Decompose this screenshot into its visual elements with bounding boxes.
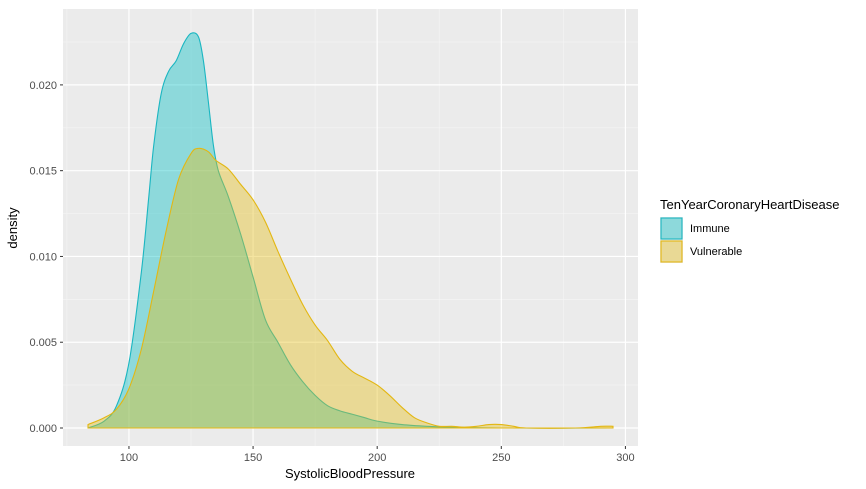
density-area-immune bbox=[88, 32, 613, 429]
y-tick-label: 0.000 bbox=[29, 423, 57, 435]
x-axis-title: SystolicBloodPressure bbox=[285, 466, 415, 481]
legend-title: TenYearCoronaryHeartDisease bbox=[660, 197, 839, 212]
x-tick-label: 100 bbox=[120, 452, 138, 464]
legend-key-bg-immune bbox=[660, 217, 683, 240]
y-axis-title: density bbox=[5, 207, 20, 249]
legend-swatch-immune bbox=[660, 217, 683, 240]
density-outline-vulnerable bbox=[87, 147, 614, 429]
minor-gridlines bbox=[63, 9, 638, 446]
legend-items: Immune Vulnerable bbox=[660, 217, 742, 263]
x-tick-label: 300 bbox=[616, 452, 634, 464]
legend-label-immune: Immune bbox=[690, 223, 730, 235]
y-tick-label: 0.005 bbox=[29, 337, 57, 349]
density-area-vulnerable bbox=[88, 148, 613, 429]
legend-swatch-vulnerable bbox=[660, 240, 683, 263]
x-tick-label: 250 bbox=[492, 452, 510, 464]
y-tick-label: 0.020 bbox=[29, 80, 57, 92]
legend-key-bg-vulnerable bbox=[660, 240, 683, 263]
x-tick-label: 200 bbox=[368, 452, 386, 464]
x-tick-label: 150 bbox=[244, 452, 262, 464]
y-axis-ticks: 0.000 0.005 0.010 0.015 0.020 bbox=[29, 80, 63, 435]
density-outline-immune bbox=[87, 32, 614, 429]
y-tick-label: 0.010 bbox=[29, 251, 57, 263]
plot-panel bbox=[63, 9, 638, 446]
y-tick-label: 0.015 bbox=[29, 166, 57, 178]
legend: TenYearCoronaryHeartDisease Immune Vulner… bbox=[660, 197, 839, 263]
x-axis-ticks: 100 150 200 250 300 bbox=[120, 446, 635, 464]
legend-label-vulnerable: Vulnerable bbox=[690, 246, 742, 258]
density-areas bbox=[87, 32, 614, 429]
